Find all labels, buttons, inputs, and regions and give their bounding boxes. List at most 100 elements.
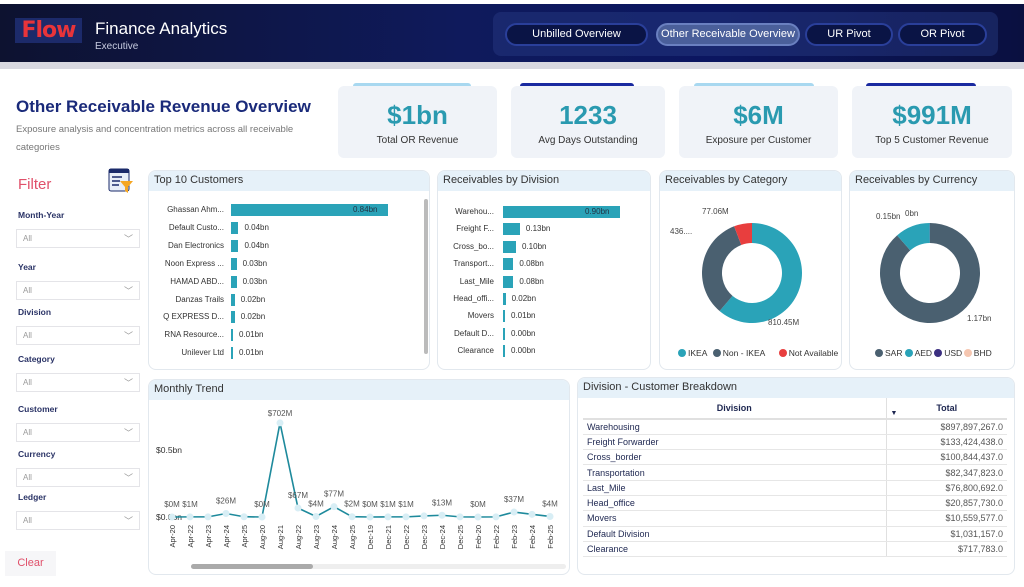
data-point[interactable] xyxy=(276,419,284,427)
data-point[interactable] xyxy=(510,508,518,516)
dropdown-value: All xyxy=(23,286,32,295)
data-point[interactable] xyxy=(204,513,212,521)
division-panel: Receivables by Division Warehou... 0.90bn… xyxy=(437,170,651,370)
data-point[interactable] xyxy=(528,510,536,518)
data-point[interactable] xyxy=(384,513,392,521)
currency-panel: Receivables by Currency 1.17bn 0.15bn 0bn S… xyxy=(849,170,1015,370)
kpi-accent xyxy=(694,83,814,87)
point-label: $77M xyxy=(324,490,344,499)
data-point[interactable] xyxy=(420,512,428,520)
table-row[interactable]: Transportation $82,347,823.0 xyxy=(583,464,1007,481)
bar[interactable] xyxy=(231,347,233,360)
bar[interactable] xyxy=(503,293,506,305)
column-header-total[interactable]: Total ▼ xyxy=(886,398,1007,420)
division-cell: Movers xyxy=(583,510,887,527)
bar[interactable] xyxy=(503,327,505,340)
table-row[interactable]: Warehousing $897,897,267.0 xyxy=(583,419,1007,435)
data-point[interactable] xyxy=(258,513,266,521)
sort-desc-icon: ▼ xyxy=(890,410,898,417)
table-row[interactable]: Movers $10,559,577.0 xyxy=(583,510,1007,527)
legend-item[interactable]: SAR xyxy=(875,348,902,358)
bar[interactable] xyxy=(503,223,520,236)
column-header-division[interactable]: Division xyxy=(583,398,887,420)
category-panel: Receivables by Category 810.45M 436.... 77… xyxy=(659,170,842,370)
data-point[interactable] xyxy=(546,512,554,520)
legend-item[interactable]: AED xyxy=(904,348,932,358)
data-point[interactable] xyxy=(456,513,464,521)
data-point[interactable] xyxy=(186,513,194,521)
filter-dropdown-ledger[interactable]: All ﹀ xyxy=(16,511,140,530)
table-row[interactable]: Head_office $20,857,730.0 xyxy=(583,495,1007,512)
table-row[interactable]: Clearance $717,783.0 xyxy=(583,541,1007,558)
bar[interactable] xyxy=(231,257,237,270)
data-point[interactable] xyxy=(474,513,482,521)
filter-dropdown-customer[interactable]: All ﹀ xyxy=(16,423,140,442)
data-point[interactable] xyxy=(366,513,374,521)
data-point[interactable] xyxy=(348,513,356,521)
filter-dropdown-month-year[interactable]: All ﹀ xyxy=(16,229,140,248)
bar[interactable] xyxy=(503,310,505,323)
x-tick-label: Apr-20 xyxy=(168,525,177,548)
data-point[interactable] xyxy=(240,513,248,521)
data-point[interactable] xyxy=(402,513,410,521)
table-row[interactable]: Default Division $1,031,157.0 xyxy=(583,526,1007,542)
point-label: $37M xyxy=(504,495,524,504)
bar[interactable] xyxy=(503,206,620,218)
scrollbar-thumb[interactable] xyxy=(191,564,313,569)
data-point[interactable] xyxy=(330,503,338,511)
data-point[interactable] xyxy=(492,513,500,521)
bar[interactable] xyxy=(503,240,516,253)
x-tick-label: Apr-22 xyxy=(186,525,195,548)
data-point[interactable] xyxy=(438,511,446,519)
scrollbar[interactable] xyxy=(424,199,428,354)
tab-unbilled-overview[interactable]: Unbilled Overview xyxy=(505,23,648,46)
bar[interactable] xyxy=(503,258,514,271)
data-point[interactable] xyxy=(168,513,176,521)
bar[interactable] xyxy=(231,221,239,234)
donut-slice-sar[interactable] xyxy=(880,223,980,323)
table-row[interactable]: Freight Forwarder $133,424,438.0 xyxy=(583,434,1007,451)
bar[interactable] xyxy=(231,239,239,252)
bar[interactable] xyxy=(231,311,235,324)
point-label: $1M xyxy=(380,500,396,509)
tab-other-receivable-overview[interactable]: Other Receivable Overview xyxy=(656,23,800,46)
filter-dropdown-division[interactable]: All ﹀ xyxy=(16,326,140,345)
bar[interactable] xyxy=(231,293,235,306)
table-row[interactable]: Last_Mile $76,800,692.0 xyxy=(583,480,1007,496)
bar[interactable] xyxy=(231,275,237,288)
bar[interactable] xyxy=(503,275,514,288)
donut-slice-ikea[interactable] xyxy=(719,223,802,323)
donut-slice-not-available[interactable] xyxy=(734,223,752,245)
donut-slice-aed[interactable] xyxy=(897,223,930,251)
legend-item[interactable]: USD xyxy=(934,348,962,358)
data-point[interactable] xyxy=(312,512,320,520)
filter-dropdown-year[interactable]: All ﹀ xyxy=(16,281,140,300)
tab-or-pivot[interactable]: OR Pivot xyxy=(898,23,987,46)
donut-slice-non-ikea[interactable] xyxy=(702,226,742,312)
legend-item[interactable]: Not Available xyxy=(778,348,838,358)
x-tick-label: Aug-20 xyxy=(258,525,267,549)
division-cell: Head_office xyxy=(583,495,887,512)
data-point[interactable] xyxy=(294,504,302,512)
bar-category-label: RNA Resource... xyxy=(164,330,224,340)
filter-dropdown-category[interactable]: All ﹀ xyxy=(16,373,140,392)
y-tick-label: $0.5bn xyxy=(156,445,182,455)
bar[interactable] xyxy=(231,204,388,216)
data-point[interactable] xyxy=(222,510,230,518)
bar-value-label: 0.08bn xyxy=(519,276,544,286)
tab-ur-pivot[interactable]: UR Pivot xyxy=(805,23,893,46)
bar-category-label: Transport... xyxy=(453,259,494,269)
table-row[interactable]: Cross_border $100,844,437.0 xyxy=(583,449,1007,466)
bar-category-label: Default Custo... xyxy=(168,222,224,232)
filter-dropdown-currency[interactable]: All ﹀ xyxy=(16,468,140,487)
clear-button[interactable]: Clear xyxy=(5,551,56,576)
legend-item[interactable]: BHD xyxy=(963,348,992,358)
legend-item[interactable]: Non - IKEA xyxy=(712,348,765,358)
bar[interactable] xyxy=(503,345,505,358)
legend-item[interactable]: IKEA xyxy=(678,348,707,358)
point-label: $0M xyxy=(470,500,486,509)
bar-category-label: Warehou... xyxy=(455,207,494,216)
bar-category-label: Q EXPRESS D... xyxy=(163,312,224,322)
bar[interactable] xyxy=(231,329,233,342)
bar-value-label: 0.02bn xyxy=(240,294,266,304)
